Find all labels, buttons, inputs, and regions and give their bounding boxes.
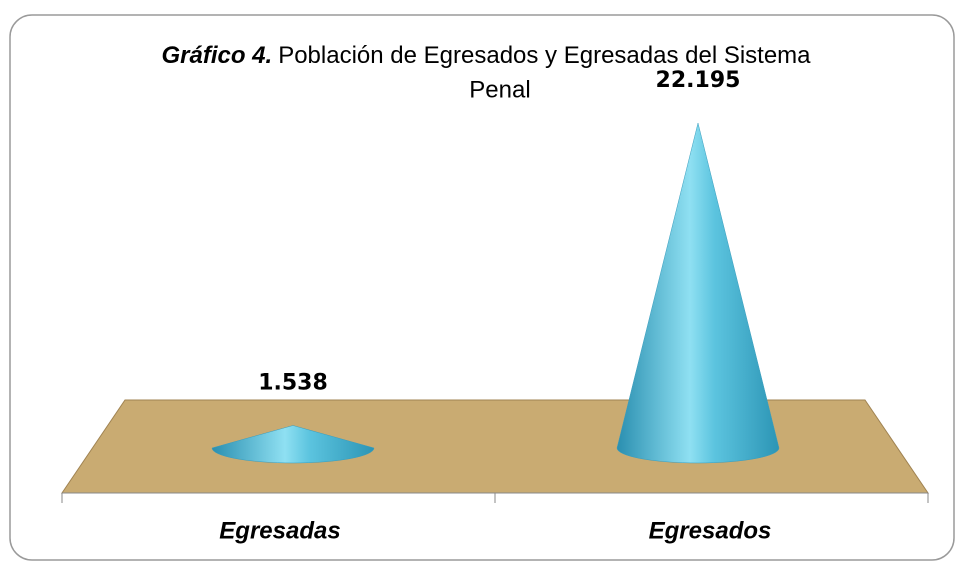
cone [616,122,780,464]
value-label: 22.195 [656,68,741,93]
title-line2: Penal [469,76,530,103]
x-tick-label: Egresados [649,517,772,544]
value-label: 1.538 [258,370,328,395]
x-tick-label: Egresadas [219,517,340,544]
chart-title: Gráfico 4. Población de Egresados y Egres… [161,42,811,69]
title-lead: Gráfico 4. [161,42,272,69]
title-text: Población de Egresados y Egresadas del S… [278,42,811,69]
floor [61,399,929,494]
cone [211,425,375,464]
